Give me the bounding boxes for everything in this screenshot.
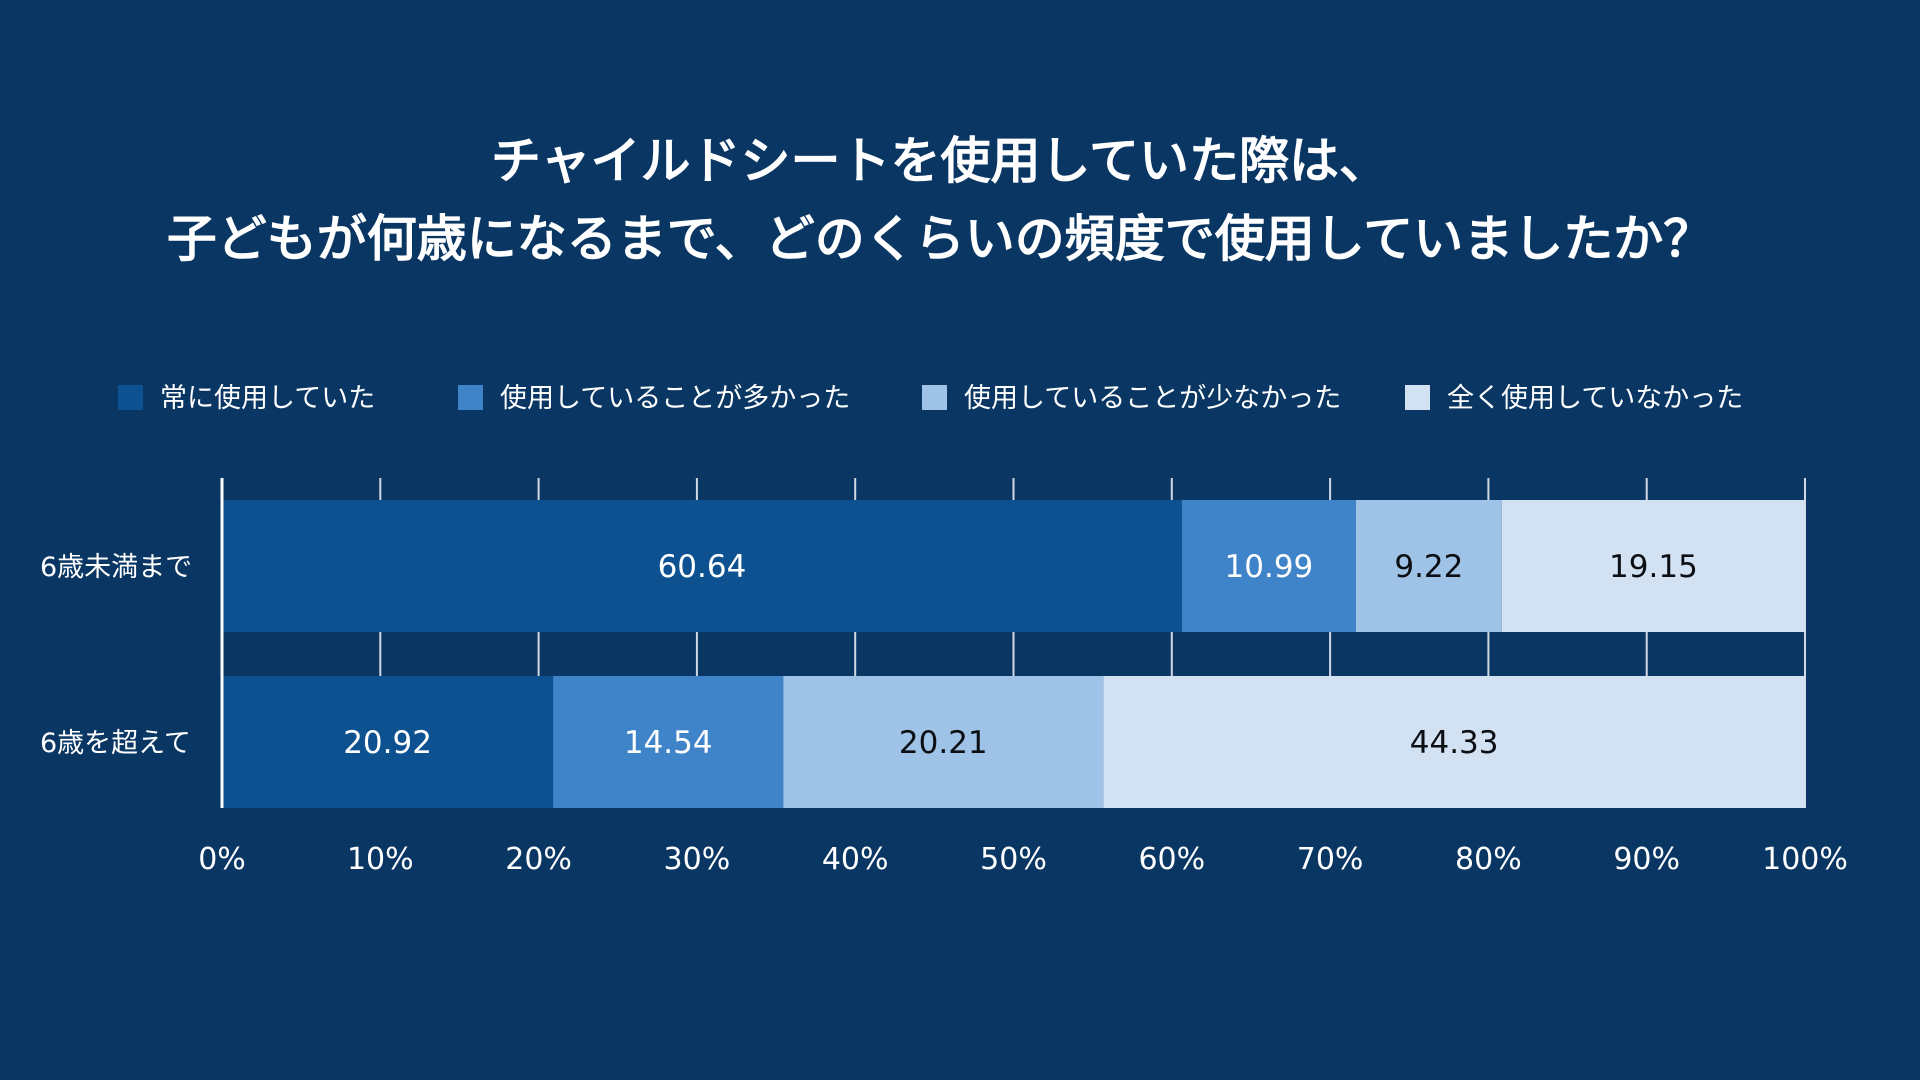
legend-swatch bbox=[1405, 385, 1430, 410]
tick-label: 0% bbox=[198, 842, 246, 877]
legend-item: 使用していることが多かった bbox=[458, 383, 850, 414]
data-label: 14.54 bbox=[624, 725, 713, 761]
tick-label: 20% bbox=[505, 842, 572, 877]
bar-segment bbox=[1103, 676, 1805, 808]
legend-label: 常に使用していた bbox=[160, 383, 375, 414]
legend-item: 全く使用していなかった bbox=[1405, 383, 1743, 414]
legend-label: 全く使用していなかった bbox=[1447, 383, 1743, 414]
legend-swatch bbox=[458, 385, 483, 410]
tick-label: 80% bbox=[1455, 842, 1522, 877]
legend-label: 使用していることが多かった bbox=[500, 383, 850, 414]
legend-label: 使用していることが少なかった bbox=[964, 383, 1341, 414]
chart-title-line-2: 子どもが何歳になるまで、どのくらいの頻度で使用していましたか？ bbox=[167, 210, 1714, 268]
legend-item: 常に使用していた bbox=[118, 383, 375, 414]
legend: 常に使用していた 使用していることが多かった 使用していることが少なかった 全く使用し… bbox=[118, 383, 1743, 414]
tick-label: 90% bbox=[1613, 842, 1680, 877]
tick-label: 30% bbox=[664, 842, 731, 877]
data-label: 20.92 bbox=[343, 725, 432, 761]
bar-segment bbox=[1501, 500, 1805, 632]
data-label: 60.64 bbox=[658, 549, 747, 585]
category-label: 6歳未満まで bbox=[40, 552, 192, 583]
category-labels: 6歳未満まで 6歳を超えて bbox=[40, 552, 192, 759]
bar-segment bbox=[222, 500, 1182, 632]
legend-item: 使用していることが少なかった bbox=[922, 383, 1341, 414]
chart-title-line-1: チャイルドシートを使用していた際は、 bbox=[491, 132, 1389, 190]
tick-label: 10% bbox=[347, 842, 414, 877]
bar-segment bbox=[1355, 500, 1502, 632]
bar-segment bbox=[222, 676, 554, 808]
category-label: 6歳を超えて bbox=[40, 728, 191, 759]
tick-label: 60% bbox=[1138, 842, 1205, 877]
tick-label: 40% bbox=[822, 842, 889, 877]
tick-label: 50% bbox=[980, 842, 1047, 877]
bar-segment bbox=[1181, 500, 1356, 632]
bar-segment bbox=[783, 676, 1104, 808]
tick-label: 70% bbox=[1297, 842, 1364, 877]
chart-title: チャイルドシートを使用していた際は、 子どもが何歳になるまで、どのくらいの頻度で… bbox=[167, 132, 1714, 268]
legend-swatch bbox=[118, 385, 143, 410]
data-label: 10.99 bbox=[1225, 549, 1314, 585]
data-label: 20.21 bbox=[899, 725, 988, 761]
x-axis: 0% 10% 20% 30% 40% 50% 60% 70% 80% 90% 100% bbox=[198, 478, 1848, 877]
data-label: 19.15 bbox=[1609, 549, 1698, 585]
data-label: 44.33 bbox=[1410, 725, 1499, 761]
tick-label: 100% bbox=[1762, 842, 1848, 877]
data-label: 9.22 bbox=[1394, 549, 1463, 585]
legend-swatch bbox=[922, 385, 947, 410]
bars: 60.64 10.99 9.22 19.15 20.92 14.54 20.21 44.33 bbox=[222, 500, 1805, 808]
bar-segment bbox=[553, 676, 784, 808]
